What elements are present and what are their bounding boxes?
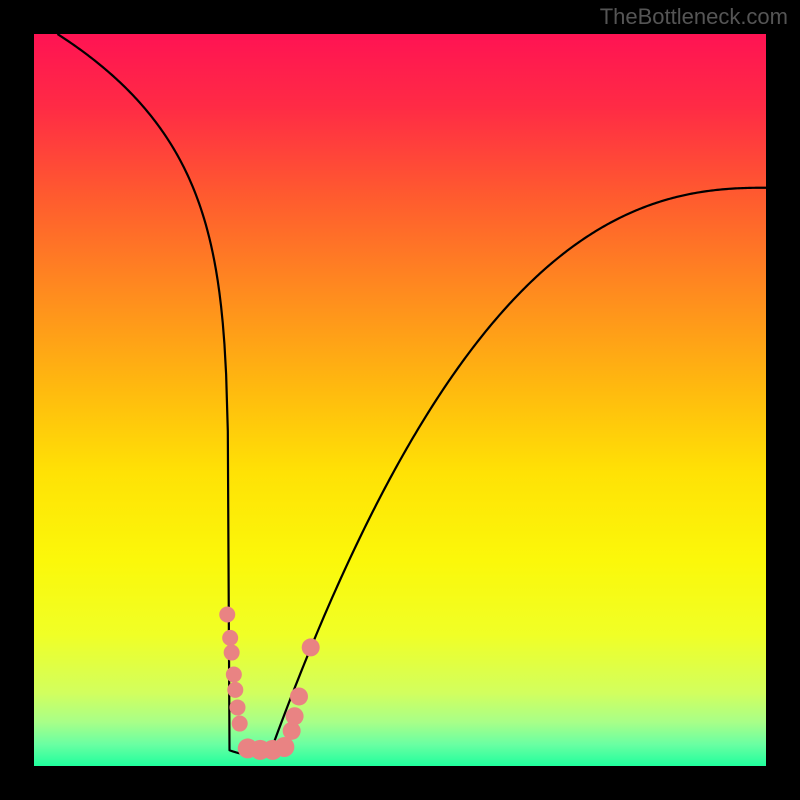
marker-right-3 bbox=[302, 638, 320, 656]
gradient-background bbox=[34, 34, 766, 766]
plot-area bbox=[34, 34, 766, 766]
marker-left-4 bbox=[227, 682, 243, 698]
marker-left-5 bbox=[229, 699, 245, 715]
marker-left-2 bbox=[224, 645, 240, 661]
marker-left-0 bbox=[219, 606, 235, 622]
marker-left-3 bbox=[226, 667, 242, 683]
marker-bottom-3 bbox=[274, 737, 294, 757]
chart-container: TheBottleneck.com bbox=[0, 0, 800, 800]
marker-right-1 bbox=[286, 707, 304, 725]
watermark-text: TheBottleneck.com bbox=[600, 4, 788, 30]
chart-svg bbox=[34, 34, 766, 766]
marker-right-2 bbox=[290, 687, 308, 705]
marker-left-1 bbox=[222, 630, 238, 646]
marker-left-6 bbox=[232, 716, 248, 732]
